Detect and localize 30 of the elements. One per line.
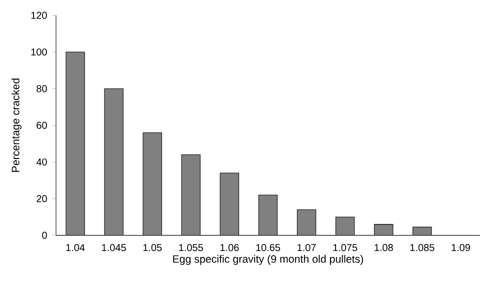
x-axis-title: Egg specific gravity (9 month old pullets): [173, 254, 364, 265]
x-tick-label: 1.04: [66, 244, 85, 252]
y-tick-label: 60: [36, 122, 47, 129]
x-tick-label: 1.05: [143, 244, 162, 252]
bar: [412, 226, 432, 236]
y-axis-title: Percentage cracked: [12, 78, 22, 172]
x-tick-label: 1.075: [333, 244, 358, 252]
bar: [335, 216, 355, 236]
x-tick-label: 1.07: [298, 244, 316, 252]
bar: [296, 209, 316, 236]
x-tick-label: 1.085: [410, 244, 434, 252]
y-tick-label: 100: [31, 48, 47, 56]
x-tick-label: 1.09: [452, 244, 470, 252]
bar: [220, 172, 240, 236]
y-tick-label: 40: [36, 158, 47, 166]
bar: [258, 194, 278, 236]
y-tick-label: 0: [42, 232, 47, 239]
x-tick-label: 1.08: [374, 244, 393, 252]
bar: [181, 154, 201, 236]
bar: [104, 88, 124, 236]
y-tick-label: 80: [36, 85, 47, 92]
y-tick-label: 20: [36, 195, 47, 202]
bar: [66, 52, 85, 236]
x-tick-label: 1.06: [220, 244, 239, 252]
x-tick-label: 1.055: [179, 244, 204, 252]
y-tick-label: 120: [31, 12, 47, 19]
bar: [142, 132, 162, 236]
x-tick-label: 10.65: [256, 244, 280, 252]
x-tick-label: 1.045: [102, 244, 126, 252]
bar: [374, 224, 394, 236]
